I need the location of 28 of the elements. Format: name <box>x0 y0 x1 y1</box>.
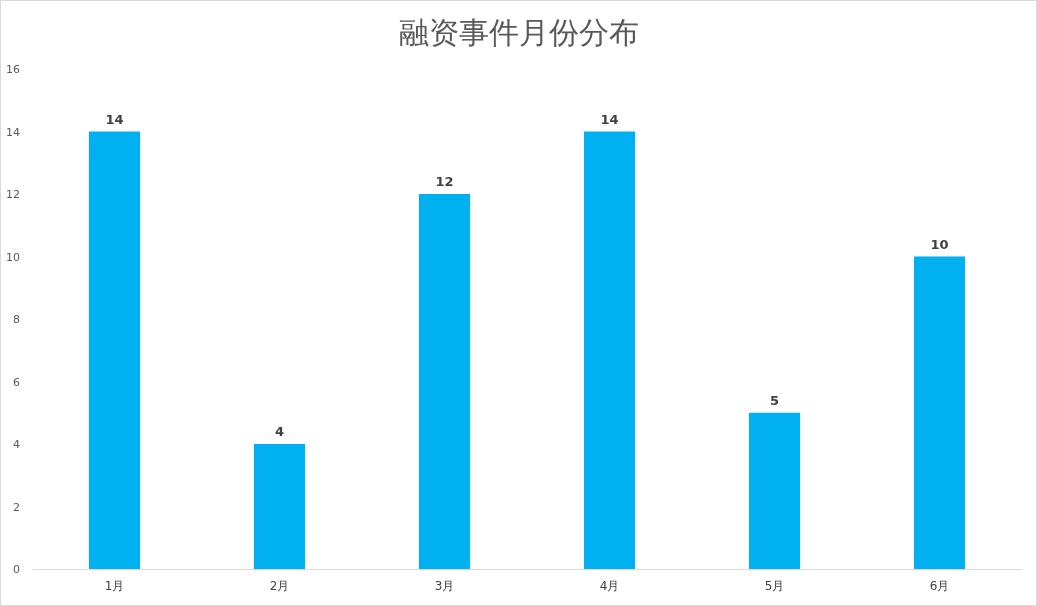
y-tick-label: 10 <box>6 250 20 264</box>
y-tick-label: 0 <box>13 563 20 577</box>
data-label: 10 <box>930 236 949 252</box>
data-label: 12 <box>435 174 454 189</box>
bar <box>88 131 141 569</box>
data-label: 4 <box>274 424 285 439</box>
x-tick-label: 4月 <box>599 578 620 593</box>
bar <box>748 412 801 569</box>
y-tick-label: 14 <box>6 125 20 139</box>
bar <box>913 256 966 569</box>
x-tick-label: 5月 <box>764 578 785 593</box>
x-tick-label: 2月 <box>269 578 290 593</box>
y-tick-label: 16 <box>6 63 20 77</box>
y-tick-label: 12 <box>6 188 20 202</box>
y-tick-label: 2 <box>13 500 20 514</box>
data-label: 14 <box>600 111 619 127</box>
x-tick-label: 1月 <box>104 578 125 593</box>
y-tick-label: 6 <box>13 375 20 389</box>
y-tick-label: 4 <box>13 438 20 452</box>
data-label: 14 <box>105 111 124 127</box>
bar <box>253 444 306 569</box>
x-tick-label: 3月 <box>434 578 455 593</box>
bar <box>583 131 636 569</box>
bar <box>418 194 471 569</box>
x-tick-label: 6月 <box>929 578 950 593</box>
y-tick-label: 8 <box>13 313 20 327</box>
data-label: 5 <box>769 392 780 408</box>
chart-title: 融资事件月份分布 <box>398 15 639 50</box>
